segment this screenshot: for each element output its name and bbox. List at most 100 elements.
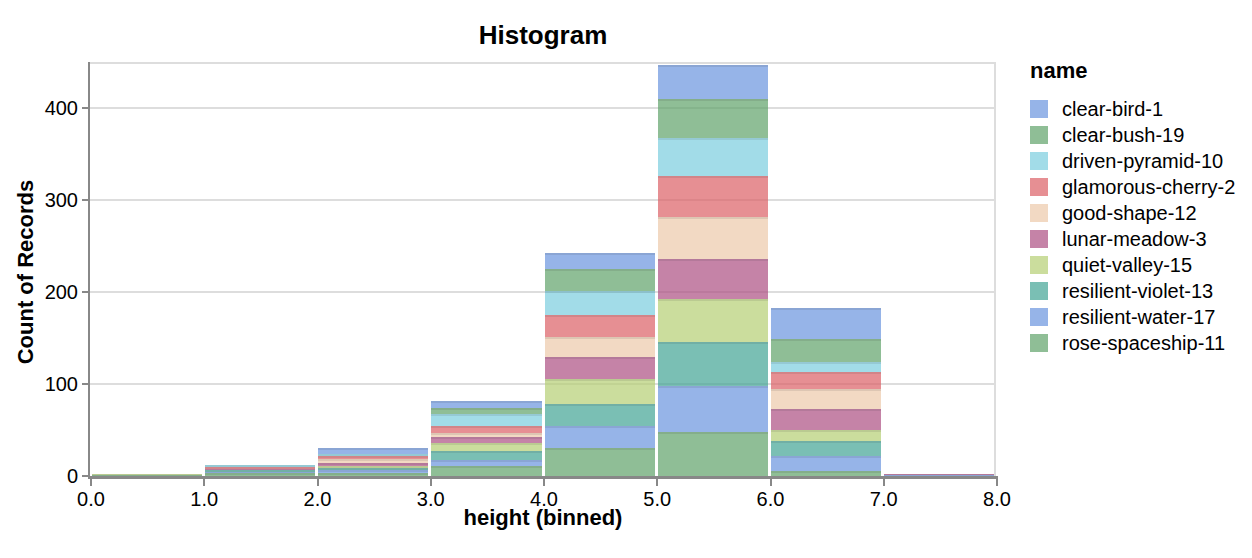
legend-item-label: rose-spaceship-11 xyxy=(1062,332,1225,355)
legend-items: clear-bird-1 clear-bush-19 driven-pyramid-… xyxy=(1030,96,1250,356)
bar-segment-resilient-water-17-bin5 xyxy=(658,386,768,432)
legend-item-glamorous-cherry-2: glamorous-cherry-2 xyxy=(1030,174,1250,200)
bar-segment-good-shape-12-bin2 xyxy=(318,459,428,463)
y-tick-300 xyxy=(82,199,88,201)
bar-segment-lunar-meadow-3-bin1 xyxy=(205,469,315,471)
bar-segment-glamorous-cherry-2-bin3 xyxy=(431,426,541,432)
bar-segment-lunar-meadow-3-bin7 xyxy=(884,474,994,475)
x-axis-title: height (binned) xyxy=(90,505,996,531)
legend-item-label: clear-bush-19 xyxy=(1062,124,1184,147)
legend-item-label: lunar-meadow-3 xyxy=(1062,228,1207,251)
x-tick-6.0 xyxy=(770,479,772,486)
bar-segment-quiet-valley-15-bin5 xyxy=(658,299,768,341)
x-tick-3.0 xyxy=(430,479,432,486)
y-axis-line xyxy=(88,62,90,478)
legend-swatch-clear-bush-19 xyxy=(1030,126,1048,144)
legend-title: name xyxy=(1030,58,1250,84)
bar-segment-lunar-meadow-3-bin4 xyxy=(545,357,655,379)
bar-segment-resilient-violet-13-bin4 xyxy=(545,404,655,426)
legend-swatch-quiet-valley-15 xyxy=(1030,256,1048,274)
bar-segment-glamorous-cherry-2-bin5 xyxy=(658,176,768,217)
grid-line-y-400 xyxy=(90,107,996,109)
x-tick-4.0 xyxy=(543,479,545,486)
bar-segment-driven-pyramid-10-bin6 xyxy=(771,362,881,372)
grid-line-y-200 xyxy=(90,291,996,293)
bar-segment-resilient-violet-13-bin1 xyxy=(205,470,315,472)
y-axis-title: Count of Records xyxy=(13,102,39,442)
legend-item-resilient-violet-13: resilient-violet-13 xyxy=(1030,278,1250,304)
legend-item-label: clear-bird-1 xyxy=(1062,98,1163,121)
bar-segment-glamorous-cherry-2-bin2 xyxy=(318,456,428,460)
legend-swatch-clear-bird-1 xyxy=(1030,100,1048,118)
bar-segment-rose-spaceship-11-bin4 xyxy=(545,448,655,476)
legend-swatch-good-shape-12 xyxy=(1030,204,1048,222)
legend-item-label: glamorous-cherry-2 xyxy=(1062,176,1235,199)
bar-segment-quiet-valley-15-bin0 xyxy=(92,474,202,475)
legend-item-label: quiet-valley-15 xyxy=(1062,254,1192,277)
y-tick-label-0: 0 xyxy=(24,466,78,486)
legend-item-rose-spaceship-11: rose-spaceship-11 xyxy=(1030,330,1250,356)
bar-segment-glamorous-cherry-2-bin1 xyxy=(205,467,315,469)
bar-segment-quiet-valley-15-bin2 xyxy=(318,466,428,468)
bar-segment-resilient-violet-13-bin5 xyxy=(658,342,768,386)
y-tick-0 xyxy=(82,475,88,477)
bar-segment-clear-bird-1-bin4 xyxy=(545,253,655,269)
legend-item-lunar-meadow-3: lunar-meadow-3 xyxy=(1030,226,1250,252)
bar-segment-resilient-water-17-bin6 xyxy=(771,456,881,472)
bar-segment-rose-spaceship-11-bin5 xyxy=(658,432,768,476)
x-tick-7.0 xyxy=(883,479,885,486)
x-tick-0.0 xyxy=(90,479,92,486)
bar-segment-resilient-water-17-bin1 xyxy=(205,472,315,473)
bar-segment-clear-bird-1-bin5 xyxy=(658,65,768,99)
legend-item-clear-bird-1: clear-bird-1 xyxy=(1030,96,1250,122)
legend-item-driven-pyramid-10: driven-pyramid-10 xyxy=(1030,148,1250,174)
bar-segment-quiet-valley-15-bin4 xyxy=(545,379,655,404)
grid-line-y-300 xyxy=(90,199,996,201)
x-tick-5.0 xyxy=(656,479,658,486)
legend-item-label: driven-pyramid-10 xyxy=(1062,150,1223,173)
bar-segment-lunar-meadow-3-bin6 xyxy=(771,409,881,430)
bar-segment-driven-pyramid-10-bin2 xyxy=(318,454,428,456)
plot-area xyxy=(90,62,996,476)
bar-segment-quiet-valley-15-bin3 xyxy=(431,443,541,451)
chart-title: Histogram xyxy=(90,20,996,51)
y-tick-400 xyxy=(82,107,88,109)
bar-segment-good-shape-12-bin3 xyxy=(431,433,541,438)
x-tick-1.0 xyxy=(203,479,205,486)
chart: Histogram 0100200300400 0.01.02.03.04.05… xyxy=(0,0,1252,558)
bar-segment-good-shape-12-bin4 xyxy=(545,337,655,357)
bar-segment-good-shape-12-bin5 xyxy=(658,217,768,258)
legend-item-resilient-water-17: resilient-water-17 xyxy=(1030,304,1250,330)
bar-segment-good-shape-12-bin6 xyxy=(771,389,881,409)
bar-segment-glamorous-cherry-2-bin4 xyxy=(545,315,655,337)
bar-segment-quiet-valley-15-bin6 xyxy=(771,430,881,441)
legend-item-label: resilient-water-17 xyxy=(1062,306,1215,329)
y-tick-100 xyxy=(82,383,88,385)
bar-segment-driven-pyramid-10-bin4 xyxy=(545,291,655,315)
legend-item-label: resilient-violet-13 xyxy=(1062,280,1213,303)
x-tick-2.0 xyxy=(317,479,319,486)
bar-segment-clear-bush-19-bin3 xyxy=(431,408,541,414)
legend-item-label: good-shape-12 xyxy=(1062,202,1197,225)
bar-segment-driven-pyramid-10-bin3 xyxy=(431,414,541,426)
bar-segment-clear-bird-1-bin2 xyxy=(318,448,428,454)
bar-segment-resilient-violet-13-bin3 xyxy=(431,451,541,460)
legend-swatch-driven-pyramid-10 xyxy=(1030,152,1048,170)
bar-segment-resilient-violet-13-bin2 xyxy=(318,468,428,471)
bar-segment-clear-bush-19-bin6 xyxy=(771,339,881,362)
bar-segment-glamorous-cherry-2-bin6 xyxy=(771,372,881,389)
legend-swatch-lunar-meadow-3 xyxy=(1030,230,1048,248)
bar-segment-lunar-meadow-3-bin5 xyxy=(658,259,768,299)
bar-segment-lunar-meadow-3-bin2 xyxy=(318,463,428,466)
legend-item-good-shape-12: good-shape-12 xyxy=(1030,200,1250,226)
bar-segment-resilient-water-17-bin2 xyxy=(318,470,428,473)
bar-segment-rose-spaceship-11-bin3 xyxy=(431,466,541,476)
x-tick-8.0 xyxy=(996,479,998,486)
bar-segment-resilient-water-17-bin4 xyxy=(545,426,655,448)
bar-segment-driven-pyramid-10-bin1 xyxy=(205,465,315,467)
legend-swatch-rose-spaceship-11 xyxy=(1030,334,1048,352)
bar-segment-resilient-violet-13-bin6 xyxy=(771,441,881,456)
legend-swatch-glamorous-cherry-2 xyxy=(1030,178,1048,196)
bar-segment-driven-pyramid-10-bin5 xyxy=(658,138,768,176)
bar-segment-clear-bush-19-bin5 xyxy=(658,99,768,139)
